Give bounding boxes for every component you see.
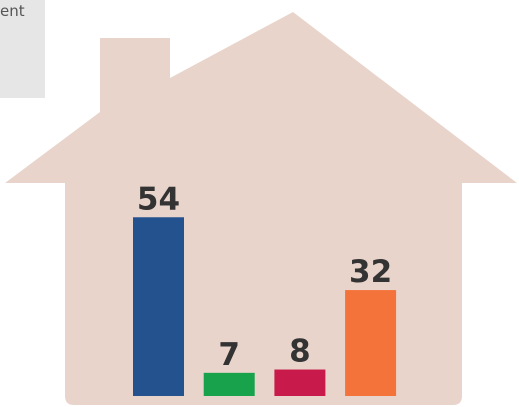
value-label: 32 — [349, 254, 392, 290]
value-label: 7 — [218, 337, 240, 373]
note-box — [0, 0, 45, 98]
bar — [274, 369, 326, 396]
bar — [203, 372, 255, 396]
annotation: ent — [0, 2, 25, 20]
bars: 54 7 8 32 — [133, 181, 397, 396]
value-label: 8 — [289, 334, 311, 370]
house — [5, 12, 517, 405]
bar — [133, 217, 184, 396]
value-label: 54 — [137, 181, 180, 217]
bar — [345, 290, 397, 396]
